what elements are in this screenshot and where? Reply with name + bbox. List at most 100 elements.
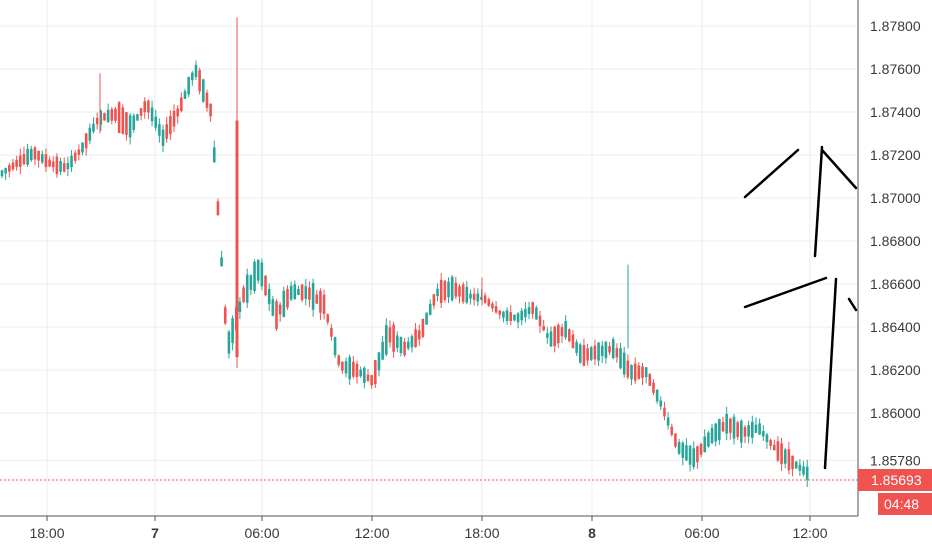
candle [663,401,666,421]
time-axis[interactable]: 18:00 7 06:00 12:00 18:00 8 06:00 12:00 [29,516,828,541]
candle-body [110,109,114,121]
candle-body [740,420,743,443]
candle [710,424,714,445]
candle [249,274,253,296]
candle-body [297,288,300,295]
candle-body [491,303,494,309]
candle [212,140,216,163]
candle [619,342,622,370]
candle [450,275,454,302]
candle [33,146,37,166]
candle-body [707,432,710,447]
candle-body [187,76,190,95]
trendline[interactable] [743,276,828,309]
candle [55,153,59,178]
candle [44,148,48,173]
candle [571,330,575,349]
candle-body [4,168,7,174]
candle [366,368,370,382]
candle-body [666,417,670,426]
trendline[interactable] [743,148,800,199]
candle-body [198,70,201,92]
candle-body [355,363,359,378]
candle-body [275,301,278,329]
candle-body [319,290,322,313]
candle-body [300,284,304,300]
candle-body [121,107,125,134]
trendline-drawings[interactable] [743,145,858,470]
candle-body [791,455,794,470]
candle [652,379,655,396]
candle-body [114,108,117,121]
candle [260,258,264,291]
price-axis[interactable]: 1.85780 1.86000 1.86200 1.86400 1.86600 1.868… [870,18,921,468]
candle-body [125,112,128,135]
candle-body [633,363,637,381]
candle [216,198,220,216]
candle [769,438,772,450]
candle-body [385,325,388,355]
candle-body [659,400,663,407]
candle [439,273,443,309]
candle [114,107,117,123]
candle-body [216,201,220,216]
candle [11,158,15,172]
candle-body [637,365,641,379]
candle [66,156,70,177]
candle-body [619,348,622,369]
candle [326,313,330,325]
candle [223,304,227,326]
candle-body [0,170,4,177]
candle-body [205,92,209,108]
candle [568,328,571,343]
candle-body [732,416,736,439]
candle-body [688,445,692,465]
candle [761,425,765,442]
candle-body [293,284,297,300]
candle [754,417,758,434]
candle [447,277,450,304]
candle [483,292,487,304]
candle [615,343,619,363]
trendline[interactable] [847,297,858,312]
candle [22,146,26,166]
candle-body [366,374,370,382]
candle [235,17,239,368]
candle-body [15,160,18,167]
candle [194,60,198,80]
candle-body [180,97,183,112]
candle-body [48,159,51,167]
candle [417,324,421,346]
candle [19,148,22,175]
candle [275,299,278,331]
candle [575,339,578,356]
trendline[interactable] [823,277,838,470]
candle-body [751,421,754,438]
candle [88,123,92,145]
candle-body [546,333,549,338]
candle [352,355,355,379]
candle-body [158,124,161,136]
trendline[interactable] [813,145,824,258]
candle-body [62,163,66,172]
candle-body [487,299,491,306]
candle-body [513,314,516,321]
candle-body [568,329,571,342]
candle [557,323,560,348]
trendline[interactable] [820,148,858,190]
candle-body [582,345,586,366]
candle [278,302,282,322]
candle-body [663,407,666,417]
candle [527,301,531,320]
candle-body [154,116,158,128]
candle [125,112,128,141]
candle [205,89,209,112]
candle-body [19,155,22,167]
candle-body [531,302,534,315]
candle [721,416,725,433]
candle-body [564,320,567,338]
candle-body [516,313,520,323]
candle-body [498,310,502,315]
candle-body [260,262,264,287]
